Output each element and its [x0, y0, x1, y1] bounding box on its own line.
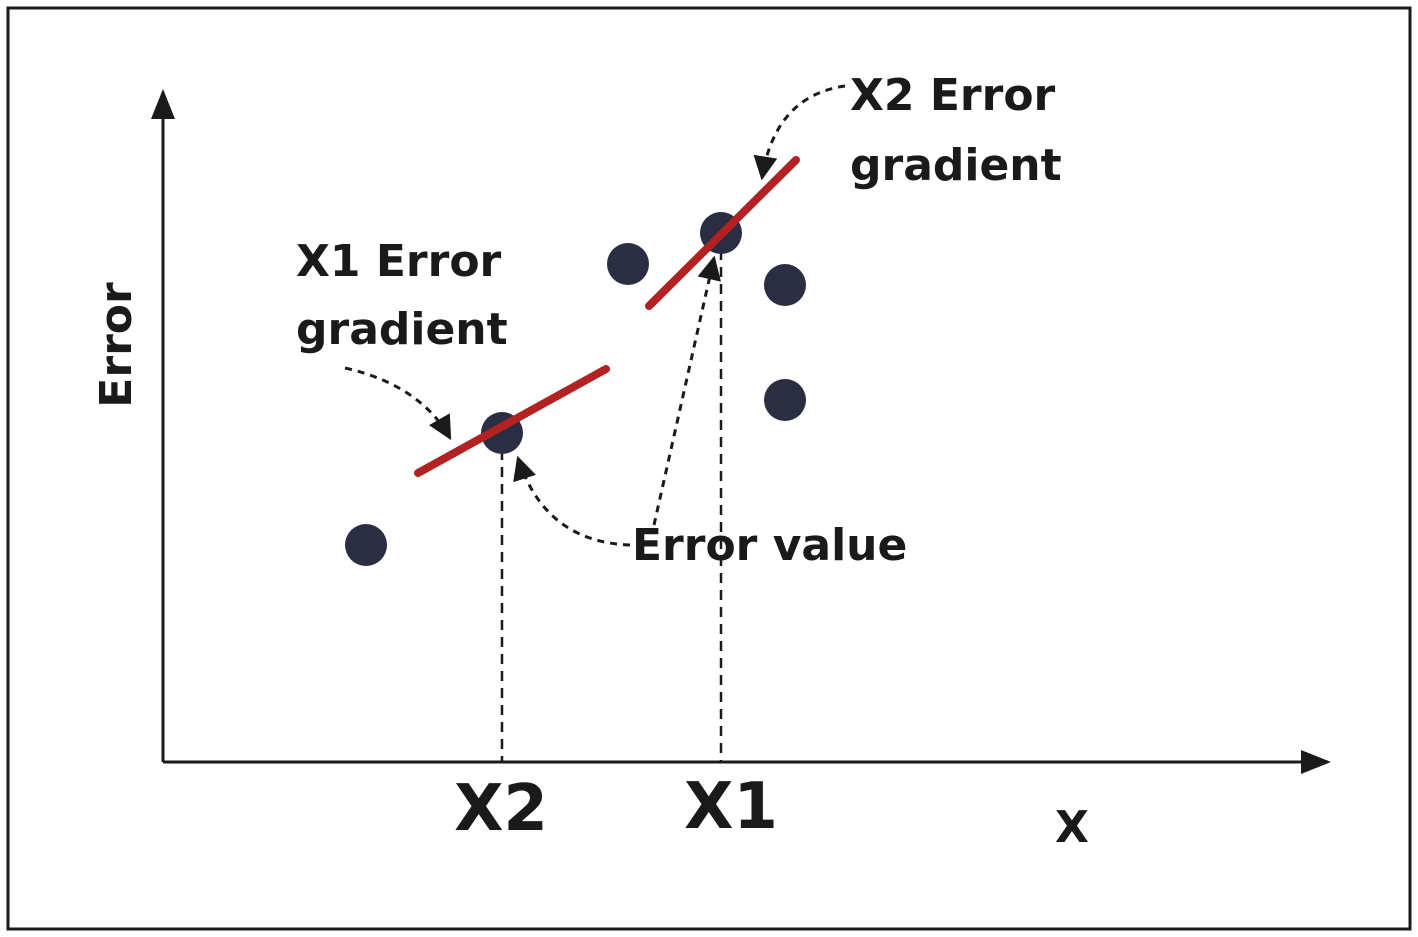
error-value-arrow-x2	[513, 455, 631, 547]
x1-gradient-callout-arrow	[753, 84, 846, 181]
x1-gradient-line	[645, 156, 800, 310]
x1-tick-label: X1	[684, 770, 778, 844]
x2-tick-label: X2	[454, 772, 548, 846]
x2-gradient-label-line1: X2 Error	[850, 70, 1056, 121]
x-axis-label: X	[1055, 802, 1089, 853]
x2-gradient-label-line2: gradient	[850, 140, 1062, 191]
data-point	[345, 524, 387, 566]
diagram-frame	[6, 6, 1412, 931]
x2-gradient-callout-arrow	[344, 366, 452, 441]
x1-gradient-label-line1: X1 Error	[296, 236, 502, 287]
x1-gradient-label-line2: gradient	[296, 304, 508, 355]
error-value-label: Error value	[632, 520, 907, 571]
data-point	[764, 264, 806, 306]
data-point	[764, 379, 806, 421]
error-value-arrow-x1	[652, 255, 721, 526]
data-point	[607, 243, 649, 285]
x2-gradient-line	[414, 365, 610, 477]
y-axis-label: Error	[91, 282, 142, 408]
